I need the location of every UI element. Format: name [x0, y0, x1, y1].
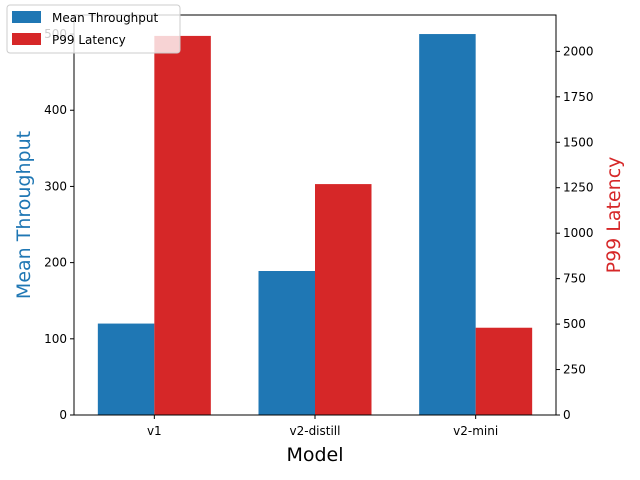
- y-left-tick-label: 300: [44, 179, 67, 193]
- legend-label-mean-throughput: Mean Throughput: [52, 11, 159, 25]
- y-right-tick-label: 1750: [563, 90, 594, 104]
- y-axis-right-label: P99 Latency: [603, 157, 625, 274]
- bar-p99-latency-v1: [154, 35, 211, 416]
- y-right-tick-label: 500: [563, 317, 586, 331]
- bars-layer: [97, 34, 533, 416]
- y-right-tick-label: 0: [563, 408, 571, 422]
- bar-mean-throughput-v2-mini: [419, 34, 476, 416]
- y-right-tick-label: 1250: [563, 181, 594, 195]
- bar-p99-latency-v2-mini: [475, 327, 533, 415]
- bar-mean-throughput-v2-distill: [258, 271, 315, 415]
- y-right-tick-label: 750: [563, 272, 586, 286]
- y-right-tick-label: 1500: [563, 135, 594, 149]
- legend-label-p99-latency: P99 Latency: [52, 33, 126, 47]
- y-right-tick-label: 1000: [563, 226, 594, 240]
- y-left-tick-label: 0: [59, 408, 67, 422]
- y-left-tick-label: 400: [44, 103, 67, 117]
- x-tick-label: v1: [147, 424, 162, 438]
- bar-p99-latency-v2-distill: [315, 184, 372, 415]
- bar-mean-throughput-v1: [97, 323, 155, 415]
- y-left-tick-label: 200: [44, 256, 67, 270]
- y-right-tick-label: 250: [563, 363, 586, 377]
- y-axis-left-label: Mean Throughput: [13, 131, 35, 299]
- x-axis-label: Model: [286, 444, 343, 466]
- x-tick-label: v2-mini: [453, 424, 498, 438]
- legend-swatch-p99-latency: [12, 33, 41, 45]
- y-right-tick-label: 2000: [563, 44, 594, 58]
- legend-swatch-mean-throughput: [12, 11, 41, 23]
- legend: Mean Throughput P99 Latency: [6, 4, 181, 54]
- x-tick-label: v2-distill: [290, 424, 341, 438]
- legend-box: [6, 4, 181, 54]
- y-left-tick-label: 100: [44, 332, 67, 346]
